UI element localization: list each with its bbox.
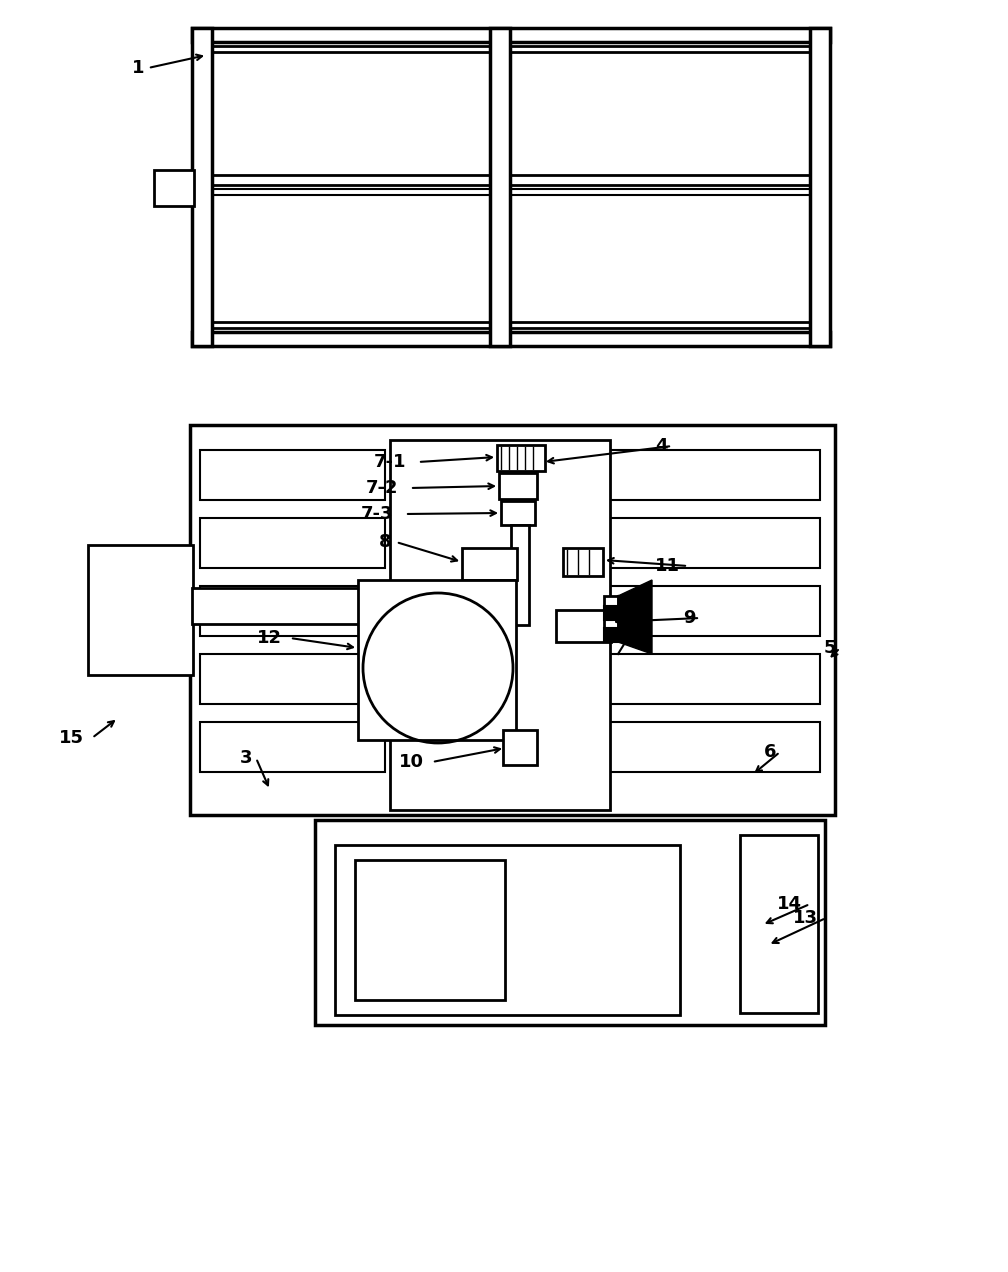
Text: 14: 14 xyxy=(777,895,802,913)
Text: 7-2: 7-2 xyxy=(366,480,398,497)
Bar xyxy=(501,501,535,525)
Bar xyxy=(154,170,194,206)
Bar xyxy=(200,654,385,703)
Bar xyxy=(497,445,545,471)
Bar xyxy=(610,518,820,569)
Bar xyxy=(192,176,830,184)
Text: 4: 4 xyxy=(655,438,668,455)
Bar xyxy=(499,473,537,499)
Bar xyxy=(88,544,193,675)
Text: 1: 1 xyxy=(131,59,144,78)
Bar xyxy=(200,518,385,569)
Bar xyxy=(190,425,835,815)
Bar xyxy=(604,597,618,641)
Bar xyxy=(556,611,611,642)
Bar xyxy=(462,548,517,580)
Text: 8: 8 xyxy=(379,533,392,551)
Bar xyxy=(511,525,529,625)
Bar xyxy=(610,722,820,772)
Bar xyxy=(604,605,620,619)
Bar xyxy=(604,628,620,642)
Bar xyxy=(355,860,505,1000)
Bar xyxy=(200,450,385,500)
Bar xyxy=(192,588,392,625)
Bar xyxy=(610,654,820,703)
Bar xyxy=(192,190,830,195)
Bar xyxy=(314,820,825,1025)
Text: 7-1: 7-1 xyxy=(374,453,406,471)
Bar xyxy=(390,440,610,810)
Text: 3: 3 xyxy=(240,749,252,767)
Bar xyxy=(192,332,830,346)
Bar xyxy=(335,845,680,1015)
Bar xyxy=(740,834,818,1013)
Text: 7-3: 7-3 xyxy=(361,505,393,523)
Text: 5: 5 xyxy=(824,639,836,658)
Text: 9: 9 xyxy=(683,609,696,627)
Bar xyxy=(503,730,537,764)
Text: 12: 12 xyxy=(257,628,282,647)
Bar xyxy=(563,548,603,576)
Text: 13: 13 xyxy=(793,909,818,927)
Bar xyxy=(200,722,385,772)
Text: 15: 15 xyxy=(59,729,84,747)
Bar xyxy=(192,28,830,42)
Bar xyxy=(610,586,820,636)
Bar xyxy=(192,46,830,52)
Text: 6: 6 xyxy=(763,743,776,761)
Bar xyxy=(192,322,830,328)
Bar xyxy=(192,28,212,346)
Bar xyxy=(810,28,830,346)
Bar xyxy=(490,28,510,346)
Text: 10: 10 xyxy=(399,753,424,771)
Bar xyxy=(358,580,516,740)
Polygon shape xyxy=(618,580,652,654)
Bar xyxy=(610,450,820,500)
Bar xyxy=(200,586,385,636)
Text: 11: 11 xyxy=(655,557,680,575)
